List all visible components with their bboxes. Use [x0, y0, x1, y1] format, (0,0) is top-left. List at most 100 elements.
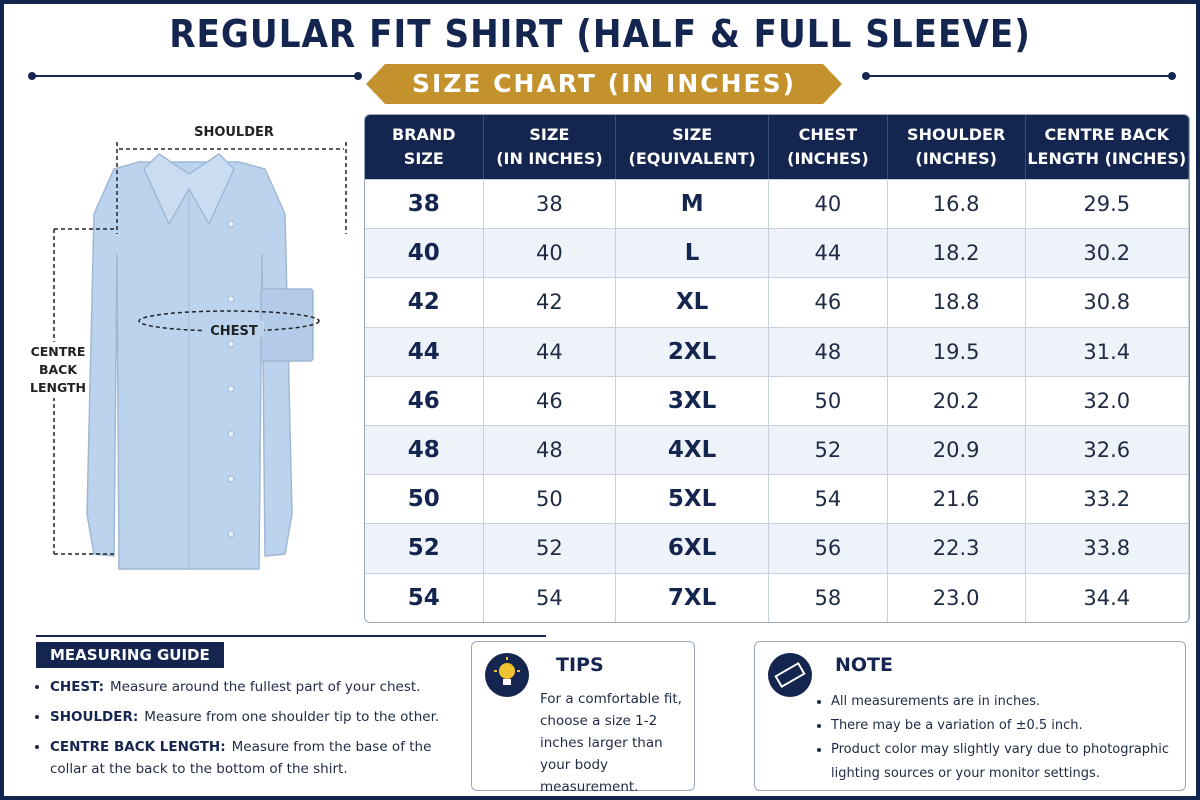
table-cell: 54 — [769, 474, 888, 524]
tips-box: TIPS For a comfortable fit, choose a siz… — [471, 641, 695, 795]
guide-title: MEASURING GUIDE — [36, 642, 224, 668]
table-cell: 21.6 — [887, 474, 1026, 524]
table-row: 46 46 3XL 50 20.2 32.0 — [365, 375, 1189, 425]
bulb-icon — [485, 653, 529, 697]
table-cell: 20.2 — [887, 375, 1026, 425]
note-item: All measurements are in inches. — [831, 690, 1177, 714]
ruler-icon — [768, 653, 812, 697]
table-cell: 29.5 — [1025, 179, 1189, 229]
guide-term: SHOULDER: — [50, 709, 139, 725]
table-cell: 46 — [483, 375, 617, 425]
table-cell: 48 — [769, 326, 888, 376]
length-label: LENGTH — [30, 380, 86, 395]
length-label: BACK — [39, 362, 78, 377]
table-cell: 22.3 — [887, 523, 1026, 573]
table-cell: 40 — [483, 228, 617, 278]
table-cell: 33.8 — [1025, 523, 1189, 573]
table-cell: 32.0 — [1025, 375, 1189, 425]
table-cell: 50 — [365, 474, 484, 524]
table-cell: M — [616, 179, 770, 229]
guide-item: CENTRE BACK LENGTH:Measure from the base… — [50, 736, 458, 780]
header-line: (EQUIVALENT) — [628, 149, 756, 168]
table-cell: 33.2 — [1025, 474, 1189, 524]
table-cell: 16.8 — [887, 179, 1026, 229]
note-box: NOTE All measurements are in inches.Ther… — [754, 641, 1186, 791]
length-label: CENTRE — [31, 344, 86, 359]
table-cell: 40 — [769, 179, 888, 229]
table-cell: 52 — [365, 523, 484, 573]
table-cell: 54 — [365, 572, 484, 622]
note-item: Product color may slightly vary due to p… — [831, 738, 1177, 786]
table-cell: 34.4 — [1025, 572, 1189, 622]
column-header: CENTRE BACK LENGTH (INCHES) — [1025, 115, 1189, 179]
table-cell: 30.8 — [1025, 277, 1189, 327]
column-header: SIZE (IN INCHES) — [483, 115, 617, 179]
table-cell: 4XL — [616, 424, 770, 475]
rule — [36, 635, 546, 637]
table-cell: 31.4 — [1025, 326, 1189, 376]
guide-item: SHOULDER: Measure from one shoulder tip t… — [50, 706, 458, 728]
table-cell: 48 — [365, 424, 484, 475]
shirt-diagram: SHOULDER CHEST CENTRE BACK LENGTH — [27, 122, 347, 570]
table-cell: 42 — [365, 277, 484, 327]
header-line: (INCHES) — [787, 149, 869, 168]
title: REGULAR FIT SHIRT (HALF & FULL SLEEVE) — [169, 12, 1031, 56]
header-line: (INCHES) — [915, 149, 997, 168]
table-cell: 6XL — [616, 523, 770, 573]
table-cell: L — [616, 228, 770, 278]
table-cell: 30.2 — [1025, 228, 1189, 278]
table-cell: 7XL — [616, 572, 770, 622]
table-cell: 20.9 — [887, 424, 1026, 475]
table-cell: 32.6 — [1025, 424, 1189, 475]
table-cell: 38 — [483, 179, 617, 229]
header-line: BRAND — [392, 125, 456, 144]
table-cell: 56 — [769, 523, 888, 573]
table-row: 42 42 XL 46 18.8 30.8 — [365, 277, 1189, 327]
table-cell: 52 — [483, 523, 617, 573]
table-row: 52 52 6XL 56 22.3 33.8 — [365, 523, 1189, 573]
table-cell: 38 — [365, 179, 484, 229]
rule — [862, 72, 1176, 80]
table-cell: 44 — [483, 326, 617, 376]
table-cell: 5XL — [616, 474, 770, 524]
table-cell: 2XL — [616, 326, 770, 376]
header-line: LENGTH (INCHES) — [1027, 149, 1187, 168]
table-row: 50 50 5XL 54 21.6 33.2 — [365, 474, 1189, 524]
column-header: CHEST (INCHES) — [769, 115, 888, 179]
guide-text: Measure around the fullest part of your … — [110, 679, 421, 695]
table-cell: 52 — [769, 424, 888, 475]
table-row: 48 48 4XL 52 20.9 32.6 — [365, 424, 1189, 475]
table-cell: 46 — [769, 277, 888, 327]
table-cell: 50 — [769, 375, 888, 425]
guide-term: CHEST: — [50, 679, 105, 695]
table-cell: 54 — [483, 572, 617, 622]
table-cell: 44 — [769, 228, 888, 278]
table-cell: 58 — [769, 572, 888, 622]
tips-title: TIPS — [556, 654, 604, 676]
header-line: SIZE — [529, 125, 570, 144]
rule — [28, 72, 362, 80]
guide-term: CENTRE BACK LENGTH: — [50, 739, 226, 755]
chest-label: CHEST — [210, 324, 258, 339]
column-header: SHOULDER (INCHES) — [887, 115, 1026, 179]
column-header: BRAND SIZE — [365, 115, 484, 179]
table-cell: 19.5 — [887, 326, 1026, 376]
note-title: NOTE — [835, 654, 893, 676]
guide-item: CHEST: Measure around the fullest part of… — [50, 676, 458, 698]
table-cell: 23.0 — [887, 572, 1026, 622]
table-row: 38 38 M 40 16.8 29.5 — [365, 179, 1189, 229]
table-row: 44 44 2XL 48 19.5 31.4 — [365, 326, 1189, 376]
guide-text: Measure from one shoulder tip to the oth… — [144, 709, 440, 725]
header-line: SIZE — [403, 149, 444, 168]
guide-text: Measure from the base of the collar at t… — [50, 739, 432, 777]
subtitle: SIZE CHART (IN INCHES) — [366, 64, 842, 104]
size-table: BRAND SIZE SIZE (IN INCHES) SIZE (EQUIVALENT)… — [364, 114, 1190, 623]
table-cell: 18.8 — [887, 277, 1026, 327]
note-list: All measurements are in inches.There may… — [817, 690, 1177, 786]
note-item: There may be a variation of ±0.5 inch. — [831, 714, 1177, 738]
shoulder-label: SHOULDER — [194, 125, 274, 140]
table-cell: 40 — [365, 228, 484, 278]
table-cell: 44 — [365, 326, 484, 376]
table-cell: XL — [616, 277, 770, 327]
